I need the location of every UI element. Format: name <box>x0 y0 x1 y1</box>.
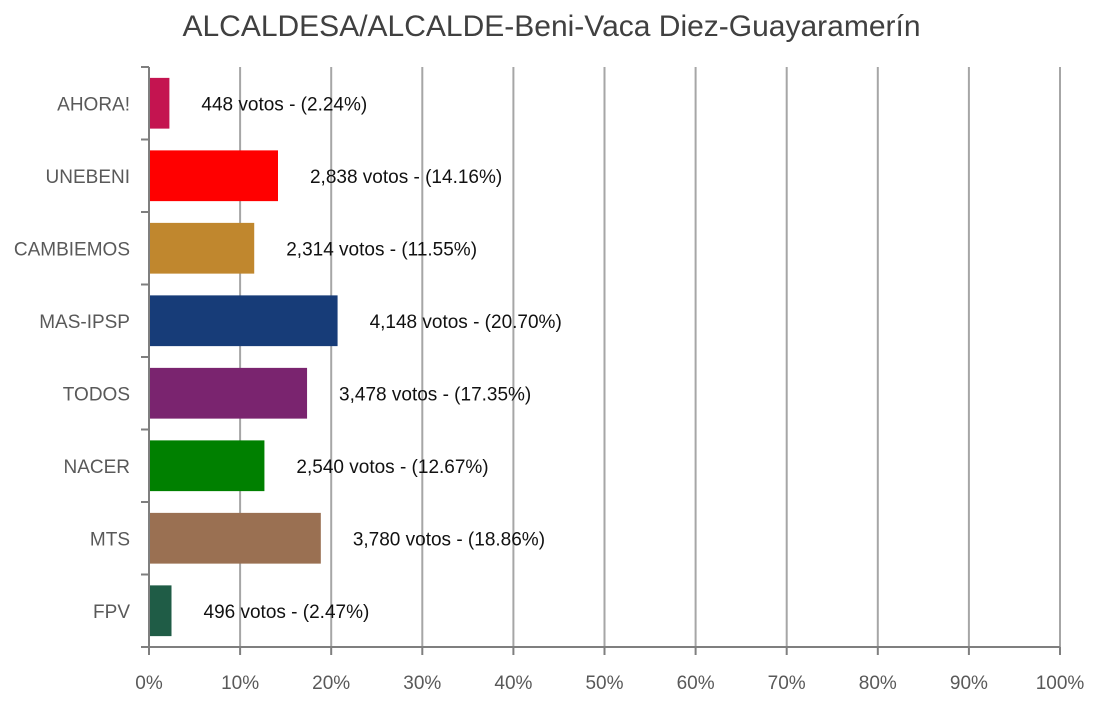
x-tick-label: 90% <box>950 673 988 694</box>
data-label: 2,838 votos - (14.16%) <box>310 167 502 188</box>
x-tick-label: 0% <box>135 673 163 694</box>
x-tick-label: 40% <box>494 673 532 694</box>
category-label: FPV <box>93 602 130 623</box>
category-label: UNEBENI <box>46 167 130 188</box>
data-label: 2,540 votos - (12.67%) <box>296 457 488 478</box>
category-label: NACER <box>63 457 130 478</box>
bar <box>149 512 321 564</box>
x-tick-label: 10% <box>221 673 259 694</box>
bar <box>149 77 170 129</box>
bars <box>149 77 338 637</box>
category-label: AHORA! <box>57 94 130 115</box>
grid-lines <box>239 67 1061 647</box>
bar <box>149 150 278 202</box>
bar <box>149 367 308 419</box>
bar <box>149 585 172 637</box>
x-tick-label: 100% <box>1036 673 1085 694</box>
x-tick-label: 30% <box>403 673 441 694</box>
category-label: CAMBIEMOS <box>14 239 130 260</box>
axes <box>141 66 1061 655</box>
x-tick-label: 70% <box>768 673 806 694</box>
data-label: 496 votos - (2.47%) <box>204 602 370 623</box>
labels: 0% 10% 20% 30% 40% 50% 60% 70% 80% 90% 100% AHORA! 4… <box>14 94 1085 694</box>
data-label: 3,478 votos - (17.35%) <box>339 384 531 405</box>
category-label: TODOS <box>63 384 130 405</box>
data-label: 4,148 votos - (20.70%) <box>370 312 562 333</box>
data-label: 448 votos - (2.24%) <box>201 94 367 115</box>
data-label: 3,780 votos - (18.86%) <box>353 529 545 550</box>
x-tick-label: 80% <box>859 673 897 694</box>
category-label: MAS-IPSP <box>39 312 130 333</box>
x-tick-label: 20% <box>312 673 350 694</box>
chart-title: ALCALDESA/ALCALDE-Beni-Vaca Diez-Guayara… <box>182 10 921 43</box>
category-label: MTS <box>90 529 130 550</box>
bar <box>149 222 255 274</box>
bar <box>149 295 338 347</box>
data-label: 2,314 votos - (11.55%) <box>286 239 477 260</box>
x-tick-label: 50% <box>585 673 623 694</box>
bar <box>149 440 265 492</box>
x-tick-label: 60% <box>677 673 715 694</box>
